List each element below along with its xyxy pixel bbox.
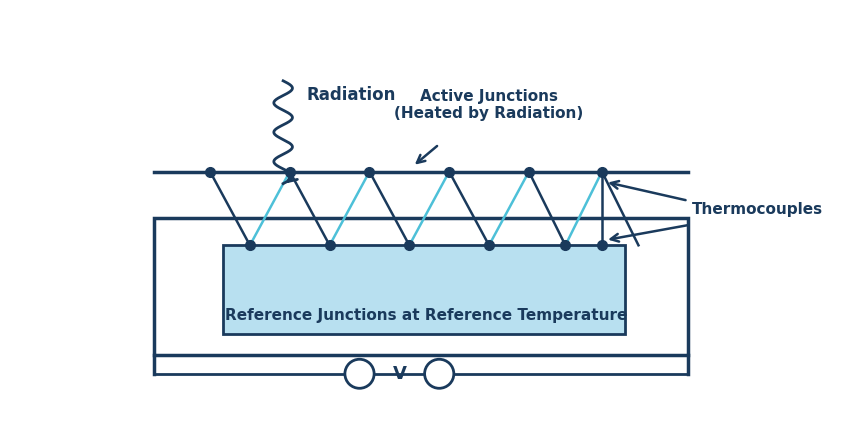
Bar xyxy=(153,218,688,355)
Text: Radiation: Radiation xyxy=(307,85,396,104)
Text: Thermocouples: Thermocouples xyxy=(692,202,823,217)
Text: V: V xyxy=(393,365,406,383)
Text: Reference Junctions at Reference Temperature: Reference Junctions at Reference Tempera… xyxy=(225,308,627,323)
Text: Active Junctions
(Heated by Radiation): Active Junctions (Heated by Radiation) xyxy=(394,89,584,121)
Ellipse shape xyxy=(424,359,454,388)
Ellipse shape xyxy=(345,359,375,388)
Bar xyxy=(224,245,625,334)
